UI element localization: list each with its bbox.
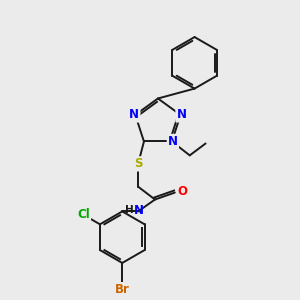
Text: Br: Br [115, 283, 130, 296]
Text: N: N [134, 204, 144, 217]
Text: O: O [178, 185, 188, 198]
Text: H: H [125, 206, 134, 215]
Text: N: N [129, 108, 139, 122]
Text: Cl: Cl [77, 208, 90, 221]
Text: N: N [176, 108, 187, 122]
Text: N: N [168, 135, 178, 148]
Text: S: S [134, 158, 142, 170]
